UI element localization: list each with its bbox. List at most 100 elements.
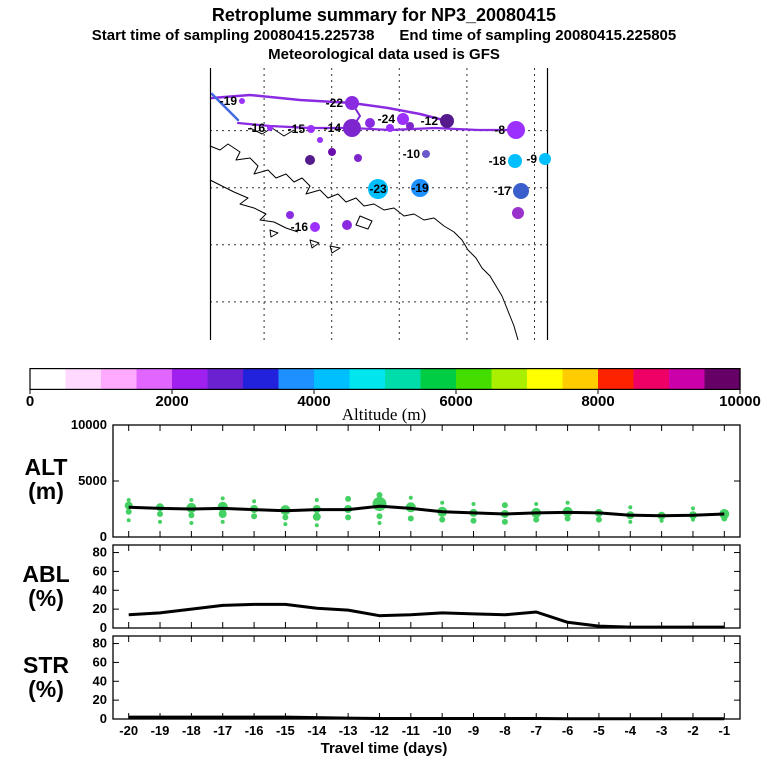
altitude-scatter-point — [691, 517, 695, 522]
colorbar-segment — [704, 368, 741, 390]
plume-marker-label: -18 — [489, 154, 507, 168]
altitude-scatter-point — [659, 518, 664, 523]
plume-marker-label: -16 — [248, 121, 266, 135]
plume-marker — [317, 137, 323, 143]
str-panel-name: STR — [23, 652, 69, 678]
alt-panel-label: ALT (m) — [8, 455, 84, 504]
plume-marker-label: -9 — [526, 152, 537, 166]
sampling-times-line: Start time of sampling 20080415.225738 E… — [91, 27, 677, 44]
x-tick-label: -17 — [213, 723, 232, 738]
plume-marker-label: -14 — [324, 121, 342, 135]
figure-title: Retroplume summary for NP3_20080415 — [211, 5, 557, 25]
plume-marker — [342, 220, 352, 230]
panel-border — [112, 424, 741, 538]
plume-marker — [343, 119, 361, 137]
y-tick-label: 40 — [93, 673, 107, 688]
y-tick-label: 80 — [93, 636, 107, 651]
colorbar-segment — [136, 368, 173, 390]
plume-marker — [365, 118, 375, 128]
str-panel-label: STR (%) — [8, 653, 84, 702]
colorbar-segment — [385, 368, 422, 390]
y-tick-label: 20 — [93, 692, 107, 707]
plume-marker-label: -24 — [378, 112, 396, 126]
plume-marker — [508, 154, 522, 168]
x-tick-label: -9 — [468, 723, 480, 738]
panel-border — [112, 635, 741, 720]
plume-marker — [305, 155, 315, 165]
altitude-scatter-point — [628, 519, 633, 524]
x-tick-label: -15 — [276, 723, 295, 738]
altitude-scatter-point — [691, 506, 695, 511]
plume-marker — [422, 150, 430, 158]
altitude-scatter-point — [125, 508, 132, 515]
colorbar-label: Altitude (m) — [341, 405, 427, 424]
alt-panel-name: ALT — [24, 454, 68, 480]
colorbar-segment — [30, 368, 67, 390]
met-data-line: Meteorological data used is GFS — [268, 46, 500, 63]
colorbar-segment — [456, 368, 493, 390]
x-tick-label: -11 — [402, 723, 420, 738]
altitude-scatter-point — [565, 500, 570, 505]
x-tick-label: -18 — [182, 723, 201, 738]
altitude-scatter-point — [376, 513, 383, 520]
coastline-peninsula — [209, 179, 299, 233]
altitude-scatter-point — [372, 497, 387, 511]
colorbar-tick-label: 0 — [26, 393, 34, 410]
plume-marker — [411, 179, 429, 197]
plume-marker — [507, 121, 525, 139]
altitude-scatter-point — [218, 510, 227, 518]
plume-marker — [513, 183, 529, 199]
altitude-scatter-point — [407, 515, 414, 522]
plume-marker — [386, 124, 394, 132]
altitude-scatter-point — [470, 517, 477, 524]
altitude-scatter-point — [252, 499, 257, 504]
trajectory-line — [236, 121, 518, 132]
x-tick-label: -10 — [433, 723, 452, 738]
colorbar-segment — [633, 368, 670, 390]
x-tick-label: -19 — [151, 723, 170, 738]
colorbar-frame — [29, 368, 741, 390]
colorbar-segment — [101, 368, 138, 390]
plume-marker-label: -17 — [494, 184, 512, 198]
altitude-colorbar: 0 2000 4000 6000 8000 10000 — [26, 368, 761, 410]
x-tick-label: -4 — [625, 723, 637, 738]
plume-marker — [368, 179, 388, 199]
altitude-scatter-point — [439, 516, 446, 523]
plume-marker — [397, 113, 409, 125]
altitude-scatter-point — [126, 498, 131, 502]
altitude-scatter-point — [533, 516, 540, 523]
colorbar-tick-label: 6000 — [439, 393, 472, 410]
x-tick-label: -8 — [499, 723, 511, 738]
altitude-scatter-point — [440, 500, 445, 505]
plume-marker — [440, 114, 454, 128]
y-tick-label: 60 — [93, 563, 107, 578]
y-tick-label: 40 — [93, 582, 107, 597]
altitude-scatter-point — [282, 514, 289, 521]
x-tick-label: -14 — [307, 723, 327, 738]
altitude-scatter-point — [628, 505, 633, 510]
altitude-scatter-point — [220, 519, 225, 524]
colorbar-tick-label: 2000 — [155, 393, 188, 410]
colorbar-tick-label: 10000 — [719, 393, 761, 410]
altitude-scatter-point — [564, 515, 571, 522]
colorbar-segment — [243, 368, 280, 390]
altitude-scatter-point — [376, 492, 383, 498]
altitude-scatter-point — [251, 513, 258, 520]
y-tick-label: 60 — [93, 654, 107, 669]
y-tick-label: 0 — [100, 529, 107, 544]
plume-marker — [286, 211, 294, 219]
altitude-scatter-point — [189, 498, 194, 502]
x-tick-label: -16 — [245, 723, 264, 738]
x-tick-label: -1 — [719, 723, 731, 738]
str-line — [128, 715, 725, 721]
colorbar-segment — [172, 368, 209, 390]
altitude-scatter-point — [408, 495, 413, 500]
y-tick-label: 5000 — [78, 473, 107, 488]
altitude-scatter-point — [721, 515, 728, 522]
plume-marker-label: -19 — [411, 181, 429, 195]
plume-marker-label: -23 — [369, 182, 387, 196]
altitude-scatter-point — [157, 511, 163, 517]
colorbar-segment — [527, 368, 564, 390]
altitude-scatter-point — [188, 512, 195, 519]
